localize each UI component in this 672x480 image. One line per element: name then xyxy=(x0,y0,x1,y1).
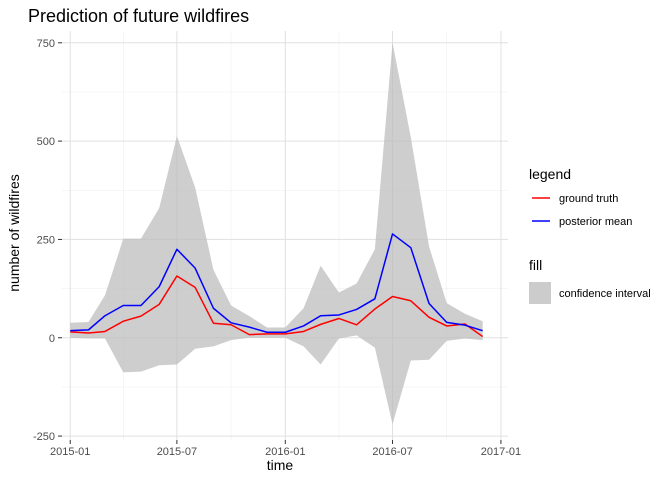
legend-label-confidence-interval: confidence interval xyxy=(559,288,651,300)
confidence-band-layer xyxy=(70,42,483,425)
legend-item-ground-truth: ground truth xyxy=(532,193,618,205)
y-tick-label: 750 xyxy=(37,38,55,50)
legend-key-confidence-interval xyxy=(529,282,551,304)
legend: legend ground truth posterior mean fill … xyxy=(529,166,651,304)
series-lines-layer xyxy=(70,233,484,338)
y-axis-ticks: -250 0 250 500 750 xyxy=(33,38,62,443)
x-tick-label: 2016-01 xyxy=(265,446,305,458)
major-gridlines xyxy=(62,31,508,440)
series-line-posterior-mean xyxy=(70,233,483,333)
x-axis-ticks: 2015-01 2015-07 2016-01 2016-07 2017-01 xyxy=(50,440,521,458)
y-tick-label: -250 xyxy=(33,431,55,443)
y-axis-title: number of wildfires xyxy=(6,174,22,292)
x-tick-label: 2015-01 xyxy=(50,446,90,458)
confidence-interval-band xyxy=(70,42,483,425)
x-tick-label: 2017-01 xyxy=(481,446,521,458)
legend-label-ground-truth: ground truth xyxy=(559,193,618,205)
legend-fill-title: fill xyxy=(529,257,542,273)
series-line-ground-truth xyxy=(70,275,484,338)
x-tick-label: 2015-07 xyxy=(157,446,197,458)
legend-item-confidence-interval: confidence interval xyxy=(529,282,651,304)
legend-title: legend xyxy=(529,166,571,182)
x-axis-title: time xyxy=(267,457,294,473)
chart-title: Prediction of future wildfires xyxy=(28,6,249,26)
legend-item-posterior-mean: posterior mean xyxy=(532,216,632,228)
x-tick-label: 2016-07 xyxy=(372,446,412,458)
y-tick-label: 500 xyxy=(37,136,55,148)
legend-label-posterior-mean: posterior mean xyxy=(559,216,632,228)
y-tick-label: 250 xyxy=(37,234,55,246)
plot-panel xyxy=(62,31,508,440)
y-tick-label: 0 xyxy=(49,333,55,345)
